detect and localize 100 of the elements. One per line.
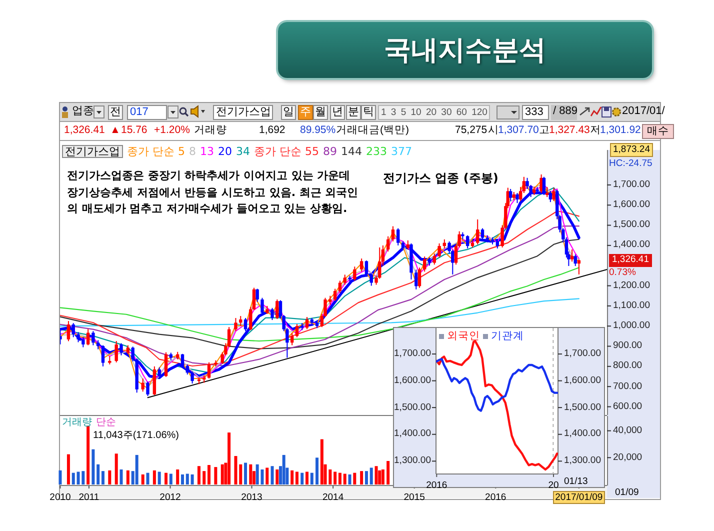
candlestick bbox=[186, 364, 189, 375]
candlestick bbox=[290, 332, 294, 346]
line-series bbox=[60, 267, 580, 342]
candlestick bbox=[66, 320, 70, 342]
bar bbox=[353, 472, 356, 484]
y2-tick-label: 1,300.00 bbox=[394, 455, 431, 468]
y2-tick-label: 1,400.00 bbox=[394, 428, 431, 440]
bar bbox=[66, 454, 70, 484]
candlestick bbox=[295, 324, 299, 338]
bar bbox=[266, 468, 269, 484]
bar bbox=[334, 472, 337, 484]
bar bbox=[108, 470, 112, 484]
bar bbox=[197, 466, 200, 484]
candlestick bbox=[370, 272, 373, 286]
bar bbox=[239, 464, 242, 484]
text: 거래량 bbox=[194, 124, 227, 138]
text: 144 bbox=[341, 144, 362, 158]
text: 75,275 bbox=[455, 124, 488, 138]
text: 2017/01/ bbox=[622, 105, 665, 119]
text: 종가 단순 55 bbox=[254, 144, 319, 158]
bar bbox=[92, 449, 95, 484]
bar bbox=[360, 471, 364, 484]
y-tick-label: 1,400.00 bbox=[564, 428, 601, 440]
bar bbox=[305, 472, 308, 484]
line-series bbox=[436, 358, 558, 412]
text: 분 bbox=[346, 105, 361, 120]
text: HC:-24.75 bbox=[609, 158, 652, 169]
candlestick bbox=[164, 352, 168, 378]
candlestick bbox=[391, 226, 395, 242]
text: 20 bbox=[218, 144, 232, 158]
bar bbox=[249, 464, 252, 484]
text: 1,301.92 bbox=[600, 124, 641, 138]
candlestick bbox=[96, 340, 100, 350]
candlestick bbox=[114, 340, 118, 363]
text: 333 bbox=[522, 105, 549, 120]
x-tick-label: 2016 bbox=[426, 480, 448, 491]
x-tick-label: 2011 bbox=[78, 492, 100, 502]
candlestick bbox=[496, 238, 500, 249]
candlestick bbox=[414, 269, 418, 290]
y-tick-label: 1,600.00 bbox=[564, 374, 601, 387]
text: ▲ bbox=[110, 124, 120, 138]
y-tick-label: 1,100.00 bbox=[613, 300, 650, 312]
bar bbox=[343, 474, 346, 484]
candlestick bbox=[92, 330, 95, 346]
line-series bbox=[436, 340, 558, 471]
text: 233 bbox=[366, 144, 387, 158]
text: 1,327.43 bbox=[549, 124, 590, 138]
candlestick bbox=[270, 307, 274, 321]
candlestick bbox=[476, 218, 480, 245]
y-tick-label: 1,700.00 bbox=[564, 348, 601, 360]
text: 1 3 5 10 20 30 60 120 bbox=[378, 105, 490, 120]
text: 국내지수분석 bbox=[278, 22, 652, 78]
text: 틱 bbox=[361, 105, 376, 120]
candlestick bbox=[396, 228, 400, 246]
bar bbox=[290, 470, 294, 484]
bar bbox=[164, 472, 168, 484]
candlestick bbox=[418, 267, 422, 288]
y-tick-label: 1,500.00 bbox=[613, 219, 650, 232]
candlestick bbox=[552, 187, 556, 202]
candlestick bbox=[508, 188, 512, 202]
candlestick bbox=[72, 322, 75, 338]
candlestick bbox=[141, 378, 144, 392]
bar bbox=[214, 467, 218, 484]
bar bbox=[244, 462, 248, 484]
text: 저 bbox=[590, 124, 601, 138]
text: 01/09 bbox=[615, 486, 639, 498]
y-tick-label: 600.00 bbox=[613, 400, 642, 413]
x-tick-label: 2017/01/09 bbox=[553, 490, 605, 504]
candlestick bbox=[86, 328, 90, 346]
annotation: 단순 bbox=[96, 416, 116, 428]
y-tick-label: 20,000 bbox=[613, 452, 642, 464]
legend-title: 전기가스업 bbox=[62, 145, 123, 158]
text: 고 bbox=[539, 124, 550, 138]
text: 34 bbox=[236, 144, 250, 158]
text: 주 bbox=[298, 105, 313, 120]
candlestick bbox=[364, 260, 368, 278]
text: 0.73% bbox=[609, 267, 636, 278]
bar bbox=[276, 469, 279, 484]
bar bbox=[186, 474, 189, 484]
annotation: 01/13 bbox=[564, 476, 588, 487]
text: / 889 bbox=[551, 105, 578, 120]
bar bbox=[282, 454, 286, 484]
text: 89.95% bbox=[300, 124, 336, 138]
annotation: 1,326.41 bbox=[609, 254, 652, 267]
candlestick bbox=[353, 266, 356, 282]
candlestick bbox=[360, 258, 364, 272]
bar bbox=[320, 439, 324, 484]
text: 13 bbox=[200, 144, 214, 158]
text: 일 bbox=[281, 105, 296, 120]
candlestick bbox=[180, 353, 184, 368]
y-tick-label: 800.00 bbox=[613, 360, 642, 372]
bar bbox=[202, 471, 206, 484]
text: 15.76 bbox=[121, 124, 148, 138]
x-tick-label: 2014 bbox=[322, 492, 344, 502]
candlestick bbox=[146, 381, 150, 397]
text: 017 bbox=[127, 105, 167, 120]
bar bbox=[58, 470, 62, 484]
bar bbox=[176, 469, 180, 484]
bar bbox=[208, 465, 210, 484]
candlestick bbox=[76, 332, 80, 343]
